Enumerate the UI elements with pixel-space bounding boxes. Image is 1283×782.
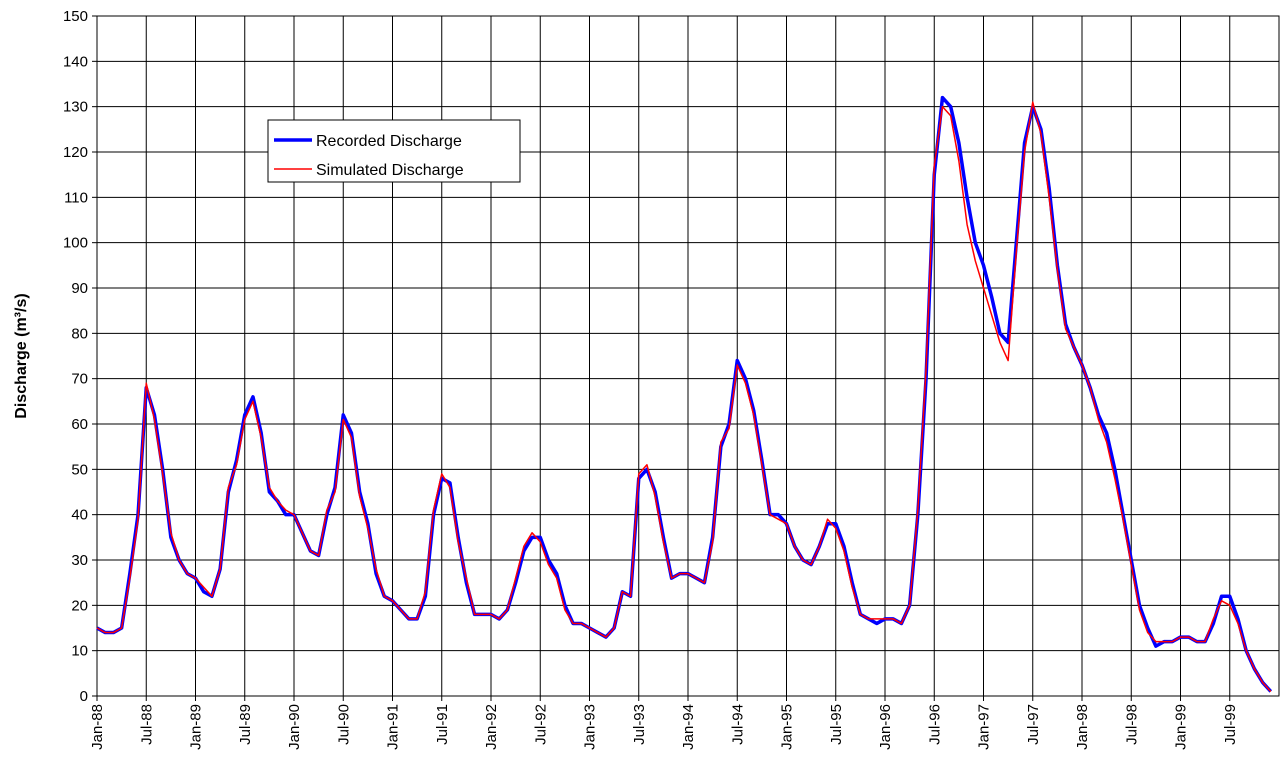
y-axis-label: Discharge (m³/s) xyxy=(13,293,30,418)
y-tick-label: 90 xyxy=(71,280,88,297)
x-tick-label: Jul-99 xyxy=(1222,704,1239,745)
series-line xyxy=(96,101,1272,692)
x-tick-label: Jul-98 xyxy=(1123,704,1140,745)
y-tick-label: 40 xyxy=(71,507,88,524)
y-tick-label: 140 xyxy=(63,53,88,70)
y-tick-label: 120 xyxy=(63,144,88,161)
x-tick-label: Jan-99 xyxy=(1173,704,1190,750)
x-tick-label: Jul-88 xyxy=(138,704,155,745)
x-tick-label: Jul-93 xyxy=(631,704,648,745)
x-tick-label: Jan-96 xyxy=(877,704,894,750)
x-tick-label: Jan-94 xyxy=(680,704,697,750)
x-tick-label: Jan-92 xyxy=(483,704,500,750)
x-tick-label: Jul-92 xyxy=(532,704,549,745)
x-tick-label: Jan-97 xyxy=(976,704,993,750)
legend-box xyxy=(267,119,521,183)
y-tick-label: 110 xyxy=(64,189,88,206)
x-tick-label: Jan-88 xyxy=(89,704,106,750)
x-tick-label: Jan-90 xyxy=(286,704,303,750)
y-tick-label: 100 xyxy=(63,235,88,252)
y-tick-label: 0 xyxy=(80,688,88,705)
x-tick-label: Jan-95 xyxy=(779,704,796,750)
x-tick-label: Jan-91 xyxy=(385,704,402,750)
x-tick-label: Jul-91 xyxy=(434,704,451,745)
y-tick-label: 10 xyxy=(71,643,88,660)
x-tick-label: Jan-93 xyxy=(582,704,599,750)
y-tick-label: 130 xyxy=(63,99,88,116)
y-tick-label: 50 xyxy=(71,461,88,478)
x-tick-label: Jul-97 xyxy=(1025,704,1042,745)
x-tick-label: Jul-95 xyxy=(828,704,845,745)
legend-label: Simulated Discharge xyxy=(316,162,464,179)
y-tick-label: 150 xyxy=(63,8,88,25)
x-tick-label: Jan-98 xyxy=(1074,704,1091,750)
x-tick-label: Jul-90 xyxy=(335,704,352,745)
x-tick-label: Jul-96 xyxy=(926,704,943,745)
y-tick-label: 30 xyxy=(71,552,88,569)
x-tick-label: Jul-89 xyxy=(237,704,254,745)
legend-label: Recorded Discharge xyxy=(316,133,462,150)
y-tick-label: 60 xyxy=(71,416,88,433)
y-tick-label: 70 xyxy=(71,371,88,388)
x-tick-label: Jan-89 xyxy=(188,704,205,750)
y-tick-label: 20 xyxy=(71,597,88,614)
y-tick-label: 80 xyxy=(71,325,88,342)
plot-border xyxy=(96,15,1280,697)
x-tick-label: Jul-94 xyxy=(729,704,746,745)
series-line xyxy=(96,95,1273,693)
